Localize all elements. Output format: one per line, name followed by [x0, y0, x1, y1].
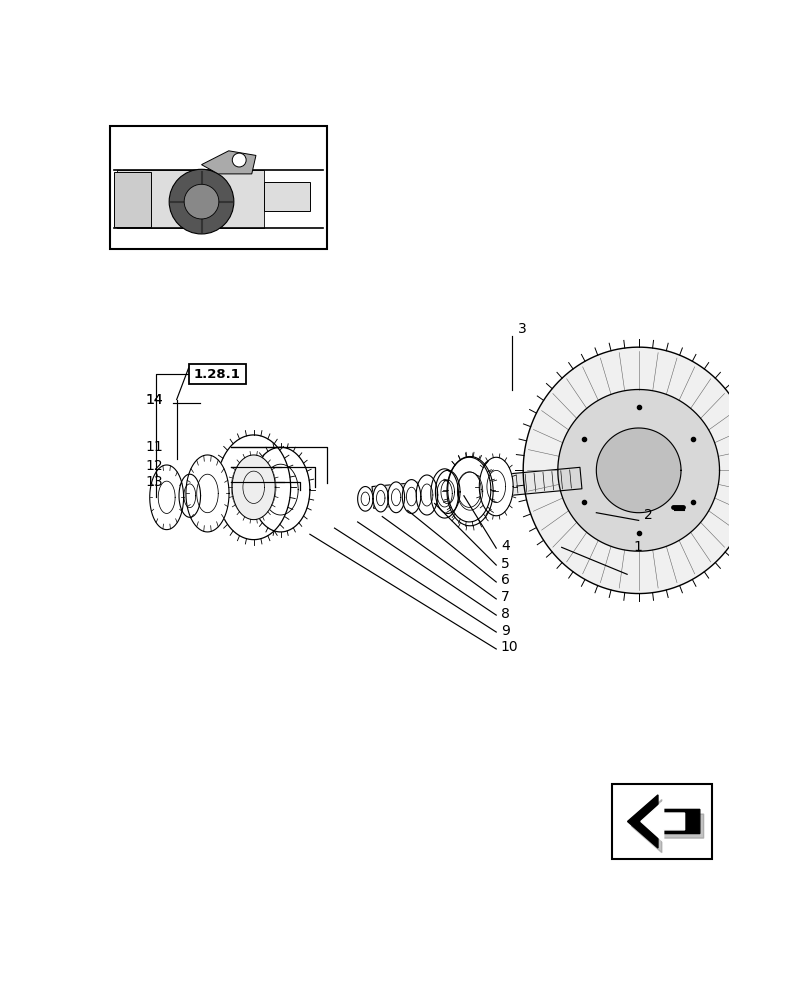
Circle shape [169, 169, 234, 234]
Circle shape [232, 153, 246, 167]
Polygon shape [387, 482, 404, 513]
Polygon shape [522, 347, 753, 594]
Polygon shape [431, 469, 458, 518]
Polygon shape [232, 455, 275, 520]
Polygon shape [640, 801, 684, 842]
Polygon shape [401, 480, 420, 513]
Polygon shape [416, 475, 437, 515]
Polygon shape [372, 484, 388, 512]
Text: 6: 6 [500, 573, 509, 587]
Circle shape [184, 184, 218, 219]
Bar [109, 126, 326, 249]
Text: 12: 12 [146, 460, 163, 474]
Text: 1: 1 [633, 540, 642, 554]
Text: 1.28.1: 1.28.1 [194, 368, 241, 381]
Text: 4: 4 [500, 539, 509, 553]
Text: 9: 9 [500, 624, 509, 638]
Text: 3: 3 [517, 322, 526, 336]
Polygon shape [217, 435, 290, 540]
Text: 5: 5 [500, 557, 509, 571]
Bar [118, 170, 264, 228]
Polygon shape [186, 455, 229, 532]
Bar [114, 172, 151, 227]
Polygon shape [478, 457, 513, 516]
Polygon shape [435, 470, 460, 513]
Polygon shape [371, 467, 581, 508]
Polygon shape [178, 474, 200, 517]
Polygon shape [149, 465, 183, 530]
Polygon shape [251, 447, 310, 532]
Text: 14: 14 [146, 393, 163, 407]
Polygon shape [446, 456, 492, 526]
Text: 7: 7 [500, 590, 509, 604]
Text: 8: 8 [500, 607, 509, 621]
Bar [264, 182, 310, 211]
Text: 10: 10 [500, 640, 518, 654]
Text: 11: 11 [146, 440, 164, 454]
Text: 13: 13 [146, 475, 163, 489]
Bar [611, 784, 711, 859]
Polygon shape [595, 428, 680, 513]
Polygon shape [357, 487, 372, 511]
Polygon shape [201, 151, 255, 174]
Polygon shape [627, 795, 699, 848]
Polygon shape [557, 390, 719, 551]
Polygon shape [631, 800, 703, 853]
Text: 2: 2 [643, 508, 652, 522]
Polygon shape [447, 457, 490, 522]
Text: 14: 14 [146, 393, 163, 407]
Bar [188, 364, 246, 384]
